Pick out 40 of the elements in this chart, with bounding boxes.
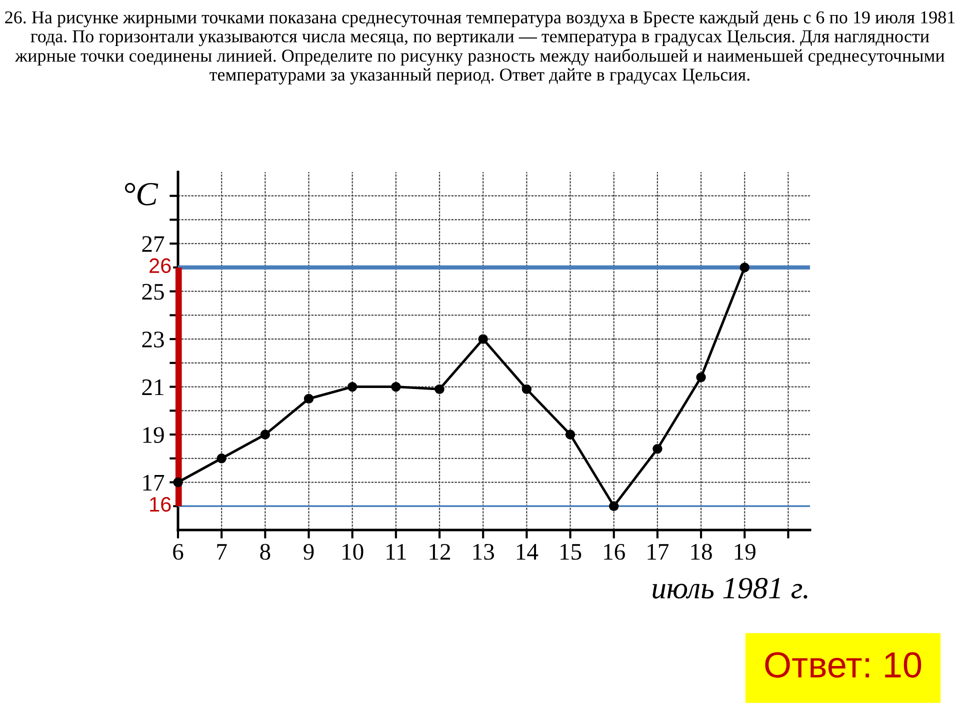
x-axis-title: июль 1981 г.: [652, 578, 808, 599]
x-tick-label: 7: [217, 544, 227, 560]
x-tick-label: 15: [560, 544, 582, 560]
ref-line-label: 16: [150, 496, 171, 512]
x-tick-label: 14: [516, 544, 538, 560]
x-tick-label: 8: [260, 544, 270, 560]
y-tick-label: 27: [142, 236, 164, 252]
x-tick-label: 17: [648, 544, 669, 560]
point: [740, 262, 750, 272]
x-tick-label: 18: [691, 544, 712, 560]
point: [696, 372, 706, 382]
x-tick-label: 11: [386, 544, 406, 560]
chart-title: 26. На рисунке жирными точками показана среднесуточная температура воздуха в Бресте каждый день с 6 по 19 июля 1981 года. По горизонтали указываются числа месяца, по вертикали — температура в градусах Цельсия. Для наглядности жирные точки соединены линией. Определите по рисунку разность между наибольшей и наименьшей среднесуточными температурами за указанный период. Ответ дайте в градусах Цельсия.: [5, 10, 955, 84]
point: [391, 382, 401, 392]
x-tick-label: 6: [173, 544, 184, 560]
point: [609, 501, 619, 511]
point: [347, 382, 358, 392]
point: [304, 394, 314, 404]
text: Ответ: 10: [765, 652, 922, 678]
x-tick-label: 13: [473, 544, 494, 560]
y-tick-label: 21: [142, 379, 164, 395]
x-tick-label: 10: [342, 544, 364, 560]
point: [216, 454, 226, 464]
point: [173, 477, 183, 488]
x-tick-label: 12: [430, 544, 450, 560]
y-tick-label: 23: [142, 332, 164, 348]
y-tick-label: 25: [142, 284, 164, 300]
y-axis-title: °C: [124, 182, 158, 206]
y-tick-label: 19: [143, 427, 164, 443]
point: [434, 384, 444, 394]
x-tick-label: 16: [604, 544, 625, 560]
x-tick-label: 19: [734, 544, 756, 560]
point: [652, 444, 662, 454]
ref-line-label: 26: [150, 258, 171, 274]
point: [260, 430, 270, 440]
point: [565, 430, 576, 440]
y-tick-label: 17: [143, 474, 164, 490]
point: [522, 384, 532, 394]
x-tick-label: 9: [304, 544, 314, 560]
point: [478, 334, 488, 344]
